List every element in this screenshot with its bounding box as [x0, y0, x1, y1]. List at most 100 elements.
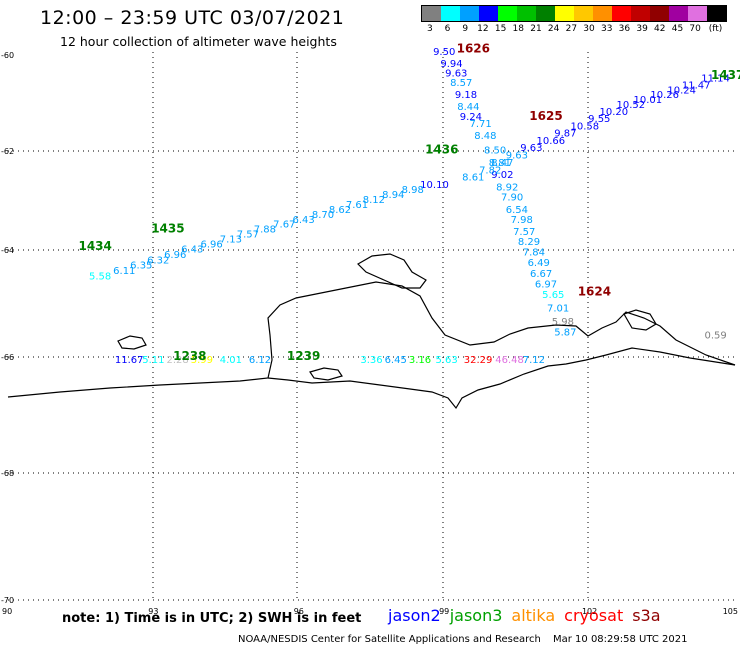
swh-observation: 7.84: [523, 247, 545, 258]
legend-swatch-30: [593, 6, 612, 21]
lat-label-62: -62: [1, 147, 14, 156]
swh-observation: 6.96: [164, 250, 186, 261]
swh-observation: 5.63: [435, 355, 457, 366]
legend-swatch-42: [669, 6, 688, 21]
swh-observation: 11.67: [115, 355, 144, 366]
swh-observation: 6.97: [535, 280, 557, 291]
swh-observation: 5.11: [142, 355, 164, 366]
satellite-cryosat: cryosat: [564, 606, 624, 625]
swh-observation: 7.90: [501, 193, 523, 204]
swh-observation: 6.67: [530, 269, 552, 280]
legend-label-70: 70: [689, 24, 701, 34]
swh-observation: 8.62: [329, 205, 351, 216]
legend-swatch-18: [517, 6, 536, 21]
swh-observation: 9.87: [554, 129, 576, 140]
swh-observation: 8.92: [496, 183, 518, 194]
swh-observation: 8.50: [484, 146, 506, 157]
swh-observation: 7.82: [479, 165, 501, 176]
swh-observation: 7.12: [523, 355, 545, 366]
swh-observation: 10.66: [536, 136, 565, 147]
satellite-jason2: jason2: [388, 606, 441, 625]
ice-feature-north: [357, 253, 427, 289]
swh-observation: 6.32: [147, 255, 169, 266]
ice-feature-small-island: [117, 335, 147, 350]
swh-observation: 4.01: [220, 355, 242, 366]
swh-observation: 10.01: [633, 95, 662, 106]
pass-time-label: 1625: [529, 109, 562, 123]
pass-time-label: 1434: [78, 239, 111, 253]
legend-label-39: 39: [636, 24, 648, 34]
legend-swatch-27: [574, 6, 593, 21]
swh-observation: 9.63: [506, 150, 528, 161]
legend-swatch-6: [441, 6, 460, 21]
swh-observation: 6.96: [200, 240, 222, 251]
swh-observation: 8.61: [462, 173, 484, 184]
satellite-legend: jason2 jason3 altika cryosat s3a: [388, 606, 670, 625]
swh-observation: 8.29: [518, 237, 540, 248]
legend-label-12: 12: [477, 24, 489, 34]
swh-observation: 6.12: [249, 355, 271, 366]
swh-observation: 7.98: [511, 215, 533, 226]
legend-label-6: 6: [444, 24, 451, 34]
legend-units: (ft): [708, 24, 723, 34]
swh-observation: 9.18: [455, 90, 477, 101]
legend-swatch-12: [479, 6, 498, 21]
lon-label-99: 99: [439, 607, 449, 616]
swh-observation: 7.61: [346, 200, 368, 211]
pass-time-labels: 1626 1625 1624 1437 1436 1435 1434 1238 1239: [78, 42, 740, 363]
swh-observation: 3.36: [360, 355, 382, 366]
swh-observation: 7.67: [273, 220, 295, 231]
ice-feature-shelf-lobe: [309, 367, 343, 381]
swh-observation: 10.20: [599, 107, 628, 118]
legend-swatch-24: [555, 6, 574, 21]
pass-time-label: 1624: [578, 285, 611, 299]
swh-observation: 8.94: [382, 190, 404, 201]
legend-swatch-70: [707, 6, 726, 21]
lon-label-105: 105: [723, 607, 738, 616]
coastline: [7, 253, 736, 410]
pass-time-label: 1437: [711, 68, 740, 82]
pass-time-label: 1238: [173, 349, 206, 363]
swh-observation: 32.29: [464, 355, 493, 366]
legend-label-15: 15: [494, 24, 507, 34]
swh-observation: 5.65: [542, 290, 564, 301]
legend-swatch-21: [536, 6, 555, 21]
satellite-s3a: s3a: [632, 606, 661, 625]
legend-label-30: 30: [583, 24, 595, 34]
legend-label-33: 33: [600, 24, 613, 34]
lon-label-93: 93: [148, 607, 158, 616]
swh-observation: 5.98: [552, 317, 574, 328]
swh-observation: 8.12: [363, 195, 385, 206]
swh-observation: 6.43: [292, 215, 314, 226]
swh-observation: 11.47: [682, 81, 711, 92]
lat-label-70: -70: [1, 596, 14, 605]
legend-label-45: 45: [671, 24, 684, 34]
swh-observation: 8.57: [450, 78, 472, 89]
legend-swatch-39: [650, 6, 669, 21]
swh-observation: 7.13: [220, 235, 242, 246]
legend-label-27: 27: [565, 24, 578, 34]
swh-observation: 7.01: [547, 304, 569, 315]
swh-observation: 5.99: [191, 355, 213, 366]
legend-swatch-9: [460, 6, 479, 21]
legend-swatch-3: [422, 6, 441, 21]
swh-observation: 8.81: [489, 158, 511, 169]
legend-label-18: 18: [512, 24, 524, 34]
swh-observation: 8.47: [491, 158, 513, 169]
swh-observation: 5.87: [554, 328, 576, 339]
swh-observation: 8.70: [312, 210, 334, 221]
legend-label-24: 24: [547, 24, 560, 34]
altimeter-observations: 9.509.949.638.579.188.449.247.718.488.50…: [89, 47, 730, 366]
swh-observation: 9.63: [445, 69, 467, 80]
ice-feature-east: [623, 309, 657, 331]
map-subtitle: 12 hour collection of altimeter wave hei…: [60, 34, 337, 49]
footer-credit: NOAA/NESDIS Center for Satellite Applica…: [238, 634, 541, 645]
swh-observation: 9.55: [588, 114, 610, 125]
satellite-jason3: jason3: [449, 606, 503, 625]
swh-observation: 10.24: [667, 85, 696, 96]
swh-observation: 9.50: [433, 47, 455, 58]
lon-label-102: 102: [582, 607, 597, 616]
grid-lines: [8, 52, 735, 601]
lon-label-90: 90: [2, 607, 12, 616]
legend-swatch-33: [612, 6, 631, 21]
